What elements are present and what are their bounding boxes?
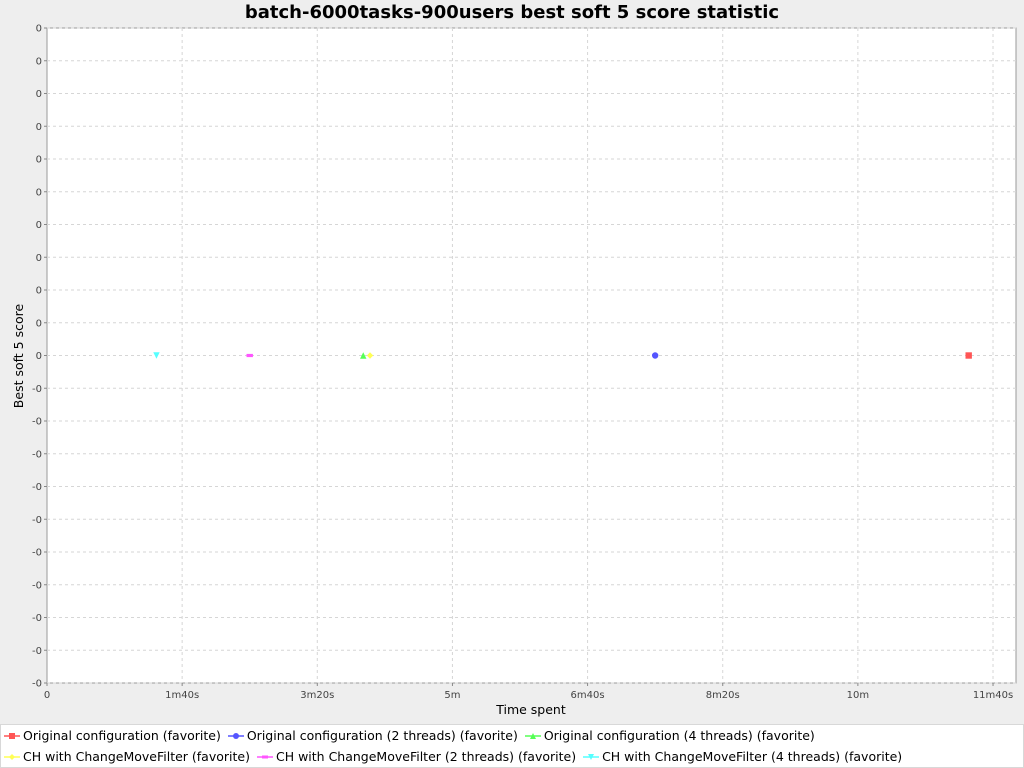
chart-title: batch-6000tasks-900users best soft 5 sco… [245, 2, 779, 23]
legend-label: Original configuration (favorite) [23, 728, 221, 743]
axes: 0 1m40s 3m20s 5m 6m40s 8m20s 10m 11m40s 0 0 0 0 0 0 0 0… [32, 24, 1013, 702]
y-axis-label: Best soft 5 score [11, 304, 26, 409]
legend-swatch [583, 753, 600, 760]
x-tick-label: 0 [44, 690, 50, 701]
y-tick-label: -0 [32, 515, 42, 526]
data-point [366, 352, 374, 359]
y-tick-label: -0 [32, 580, 42, 591]
x-tick-label: 6m40s [571, 690, 605, 701]
plot-area [46, 27, 1017, 684]
y-tick-label: 0 [36, 24, 42, 35]
legend-marker [529, 732, 536, 739]
x-tick-label: 11m40s [973, 690, 1013, 701]
legend-marker [9, 732, 15, 739]
x-tick-label: 1m40s [165, 690, 199, 701]
y-tick-label: 0 [36, 122, 42, 133]
data-point [153, 352, 160, 359]
legend-marker [232, 732, 239, 739]
legend-label: Original configuration (4 threads) (favo… [543, 728, 815, 743]
y-tick-label: -0 [32, 679, 42, 690]
legend-swatch [256, 755, 273, 758]
legend-item: Original configuration (2 threads) (favo… [227, 728, 518, 743]
data-point [246, 353, 253, 358]
legend-row: Original configuration (favorite) Origina… [3, 728, 821, 743]
y-tick-label: -0 [32, 548, 42, 559]
x-axis-label: Time spent [495, 702, 566, 717]
legend-row: CH with ChangeMoveFilter (favorite) CH wi… [3, 749, 908, 764]
y-tick-label: -0 [32, 384, 42, 395]
legend-swatch [524, 732, 541, 739]
x-tick-label: 3m20s [300, 690, 334, 701]
data-point [651, 352, 659, 359]
data-point [965, 352, 972, 359]
legend-label: CH with ChangeMoveFilter (favorite) [23, 749, 250, 764]
y-tick-label: 0 [36, 220, 42, 231]
legend-label: CH with ChangeMoveFilter (4 threads) (fa… [602, 749, 903, 764]
legend-item: Original configuration (4 threads) (favo… [524, 728, 815, 743]
y-tick-label: 0 [36, 318, 42, 329]
legend-swatch [4, 732, 20, 739]
chart: batch-6000tasks-900users best soft 5 sco… [11, 2, 1017, 717]
x-tick-label: 5m [444, 690, 460, 701]
y-tick-label: -0 [32, 482, 42, 493]
legend-item: Original configuration (favorite) [3, 728, 221, 743]
legend-item: CH with ChangeMoveFilter (2 threads) (fa… [256, 749, 576, 764]
legend-swatch [4, 753, 20, 760]
x-tick-label: 8m20s [706, 690, 740, 701]
legend-item: CH with ChangeMoveFilter (4 threads) (fa… [582, 749, 902, 764]
data-points [153, 352, 972, 359]
y-tick-label: 0 [36, 253, 42, 264]
legend-marker [261, 755, 268, 758]
y-tick-label: -0 [32, 417, 42, 428]
y-tick-label: 0 [36, 155, 42, 166]
legend-marker [9, 753, 15, 760]
y-tick-label: 0 [36, 351, 42, 362]
y-tick-label: 0 [36, 286, 42, 297]
legend-marker [588, 753, 595, 760]
y-tick-label: -0 [32, 449, 42, 460]
legend-label: Original configuration (2 threads) (favo… [246, 728, 518, 743]
legend-label: CH with ChangeMoveFilter (2 threads) (fa… [275, 749, 577, 764]
grid [47, 27, 1016, 684]
x-tick-label: 10m [847, 690, 869, 701]
y-tick-label: 0 [36, 187, 42, 198]
legend: Original configuration (favorite) Origina… [0, 724, 1024, 768]
y-tick-label: 0 [36, 89, 42, 100]
legend-item: CH with ChangeMoveFilter (favorite) [3, 749, 250, 764]
y-tick-label: -0 [32, 646, 42, 657]
y-tick-label: 0 [36, 56, 42, 67]
legend-swatch [227, 732, 244, 739]
y-tick-label: -0 [32, 613, 42, 624]
data-point [360, 352, 367, 359]
